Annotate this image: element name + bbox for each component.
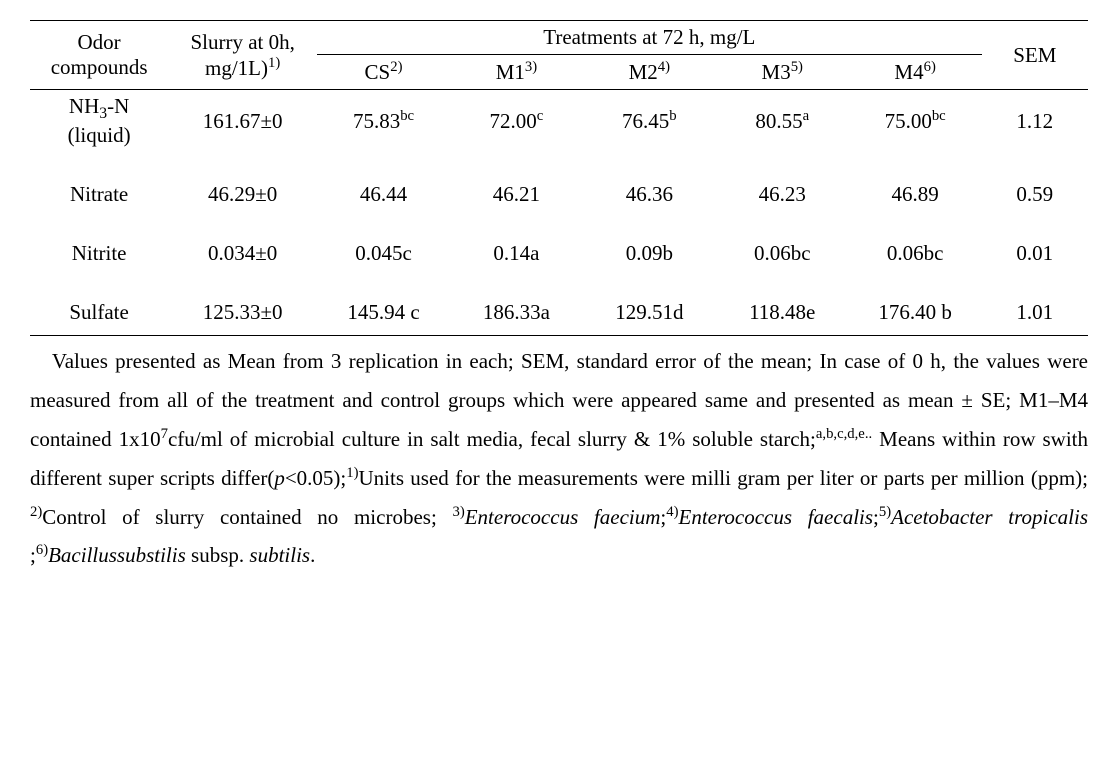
fn-sp4: Enterococcus faecalis: [679, 505, 874, 529]
col-header-treatments: Treatments at 72 h, mg/L: [317, 21, 982, 55]
nh3-cs-v: 75.83: [353, 109, 400, 133]
m1-sup: 3): [525, 59, 537, 75]
cell-nitrate-name: Nitrate: [30, 178, 168, 211]
cell-nh3-m3: 80.55a: [716, 90, 849, 153]
fn-abc: a,b,c,d,e..: [816, 426, 872, 442]
fn-t5: Units used for the measurements were mil…: [359, 466, 1088, 490]
cell-nh3-m2: 76.45b: [583, 90, 716, 153]
m2-sup: 4): [658, 59, 670, 75]
slurry-line1: Slurry at 0h,: [190, 30, 294, 54]
table-row-sulfate: Sulfate 125.33±0 145.94 c 186.33a 129.51…: [30, 296, 1088, 329]
cell-sulfate-m2: 129.51d: [583, 296, 716, 329]
cell-nitrite-slurry: 0.034±0: [168, 237, 317, 270]
cs-label: CS: [365, 60, 391, 84]
cell-nh3-sem: 1.12: [982, 90, 1088, 153]
fn-s2: 2): [30, 504, 42, 520]
cell-nh3-m1: 72.00c: [450, 90, 583, 153]
cell-nitrite-sem: 0.01: [982, 237, 1088, 270]
fn-sp7: subtilis: [249, 543, 310, 567]
nh3-line2: (liquid): [68, 123, 131, 147]
fn-t1sup: 7: [161, 426, 168, 442]
fn-sp5: Acetobacter tropicalis: [891, 505, 1088, 529]
cell-nitrate-m1: 46.21: [450, 178, 583, 211]
fn-t4: <0.05);: [285, 466, 346, 490]
cell-sulfate-m4: 176.40 b: [849, 296, 982, 329]
nh3-m4-v: 75.00: [885, 109, 932, 133]
m4-sup: 6): [924, 59, 936, 75]
cell-sulfate-m1: 186.33a: [450, 296, 583, 329]
cell-nitrite-cs: 0.045c: [317, 237, 450, 270]
nh3-m3-v: 80.55: [755, 109, 802, 133]
cell-nitrite-m1: 0.14a: [450, 237, 583, 270]
m2-label: M2: [629, 60, 658, 84]
nh3-m2-v: 76.45: [622, 109, 669, 133]
fn-t7: subsp.: [186, 543, 250, 567]
cell-nitrate-m3: 46.23: [716, 178, 849, 211]
m4-label: M4: [894, 60, 923, 84]
nh3-m4-s: bc: [932, 108, 946, 124]
nh3-pre: NH: [69, 94, 99, 118]
m3-sup: 5): [791, 59, 803, 75]
m3-label: M3: [762, 60, 791, 84]
table-footnote: Values presented as Mean from 3 replicat…: [30, 342, 1088, 575]
slurry-unit: mg/1L): [205, 56, 268, 80]
odor-line1: Odor: [78, 30, 121, 54]
col-header-m1: M13): [450, 55, 583, 90]
col-header-odor: Odor compounds: [30, 21, 168, 90]
col-header-slurry: Slurry at 0h, mg/1L)1): [168, 21, 317, 90]
odor-compounds-table: Odor compounds Slurry at 0h, mg/1L)1) Tr…: [30, 20, 1088, 336]
nh3-post: -N: [107, 94, 129, 118]
cell-nitrate-m2: 46.36: [583, 178, 716, 211]
fn-s5: 5): [879, 504, 891, 520]
nh3-m3-s: a: [803, 108, 810, 124]
table-row-nitrate: Nitrate 46.29±0 46.44 46.21 46.36 46.23 …: [30, 178, 1088, 211]
cell-nitrite-m3: 0.06bc: [716, 237, 849, 270]
cell-sulfate-cs: 145.94 c: [317, 296, 450, 329]
col-header-m3: M35): [716, 55, 849, 90]
cs-sup: 2): [390, 59, 402, 75]
cell-nh3-m4: 75.00bc: [849, 90, 982, 153]
nh3-sub: 3: [99, 105, 107, 122]
cell-nh3-name: NH3-N (liquid): [30, 90, 168, 153]
fn-t6: Control of slurry contained no microbes;: [42, 505, 452, 529]
fn-t2: cfu/ml of microbial culture in salt medi…: [168, 427, 816, 451]
cell-nh3-cs: 75.83bc: [317, 90, 450, 153]
fn-p: p: [274, 466, 285, 490]
cell-sulfate-slurry: 125.33±0: [168, 296, 317, 329]
nh3-m1-v: 72.00: [490, 109, 537, 133]
table-row-nh3: NH3-N (liquid) 161.67±0 75.83bc 72.00c 7…: [30, 90, 1088, 153]
col-header-cs: CS2): [317, 55, 450, 90]
cell-nh3-slurry: 161.67±0: [168, 90, 317, 153]
fn-s3: 3): [452, 504, 464, 520]
cell-nitrite-name: Nitrite: [30, 237, 168, 270]
nh3-m1-s: c: [537, 108, 544, 124]
fn-t8: .: [310, 543, 315, 567]
cell-nitrite-m2: 0.09b: [583, 237, 716, 270]
cell-nitrate-slurry: 46.29±0: [168, 178, 317, 211]
nh3-cs-s: bc: [400, 108, 414, 124]
cell-sulfate-m3: 118.48e: [716, 296, 849, 329]
fn-s4: 4): [666, 504, 678, 520]
nh3-m2-s: b: [669, 108, 676, 124]
odor-line2: compounds: [51, 55, 148, 79]
fn-sp6: Bacillussubstilis: [48, 543, 186, 567]
col-header-m2: M24): [583, 55, 716, 90]
slurry-sup: 1): [268, 55, 280, 71]
table-row-nitrite: Nitrite 0.034±0 0.045c 0.14a 0.09b 0.06b…: [30, 237, 1088, 270]
cell-sulfate-sem: 1.01: [982, 296, 1088, 329]
cell-nitrate-cs: 46.44: [317, 178, 450, 211]
col-header-sem: SEM: [982, 21, 1088, 90]
cell-nitrite-m4: 0.06bc: [849, 237, 982, 270]
cell-sulfate-name: Sulfate: [30, 296, 168, 329]
fn-s6: 6): [36, 542, 48, 558]
col-header-m4: M46): [849, 55, 982, 90]
cell-nitrate-m4: 46.89: [849, 178, 982, 211]
cell-nitrate-sem: 0.59: [982, 178, 1088, 211]
m1-label: M1: [496, 60, 525, 84]
fn-s1: 1): [346, 465, 358, 481]
fn-sp3: Enterococcus faecium: [465, 505, 661, 529]
